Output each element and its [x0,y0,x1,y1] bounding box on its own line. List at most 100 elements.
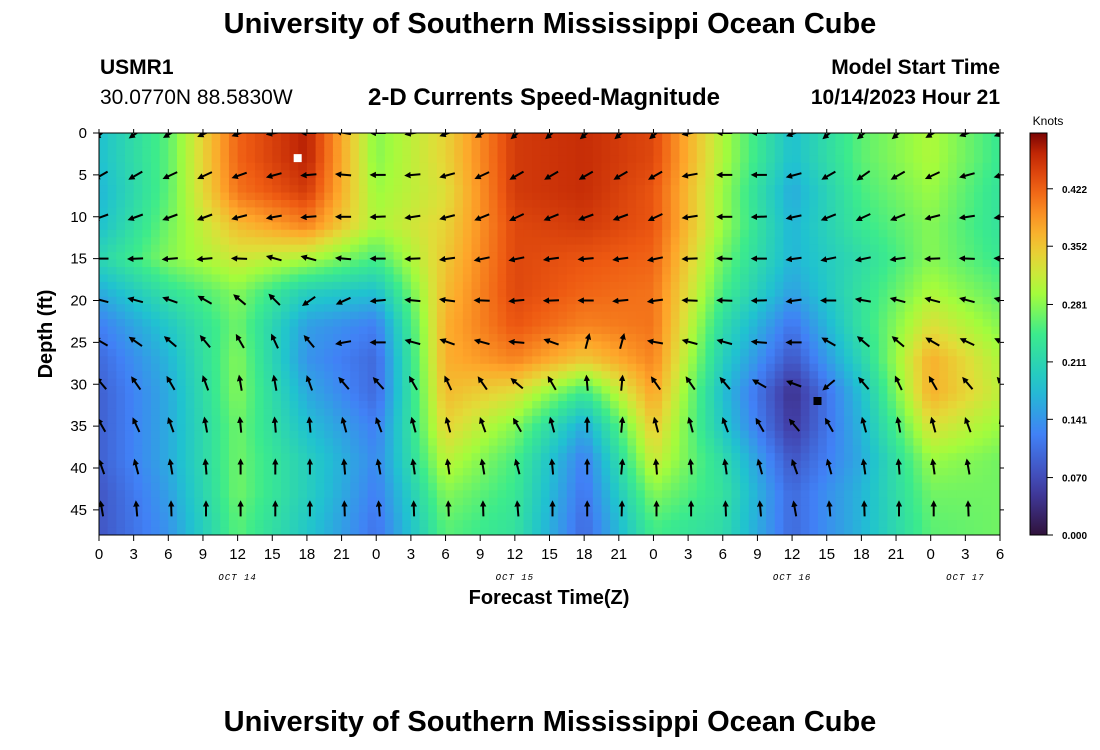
heatmap-cell [774,267,785,276]
heatmap-cell [800,289,810,298]
heatmap-cell [237,229,247,238]
heatmap-cell [185,155,195,164]
heatmap-cell [471,140,481,149]
heatmap-cell [202,334,213,343]
heatmap-cell [124,378,135,387]
heatmap-cell [974,408,984,417]
heatmap-cell [280,244,291,253]
heatmap-cell [748,147,759,156]
heatmap-cell [922,475,932,484]
heatmap-cell [662,155,672,164]
heatmap-cell [280,252,291,261]
heatmap-cell [610,430,620,439]
heatmap-cell [982,162,992,171]
heatmap-cell [488,289,499,298]
heatmap-cell [982,267,992,276]
heatmap-cell [272,229,282,238]
heatmap-cell [766,326,776,335]
heatmap-cell [367,259,377,268]
heatmap-cell [367,348,377,357]
heatmap-cell [852,155,862,164]
heatmap-cell [350,252,360,261]
heatmap-cell [263,356,273,365]
heatmap-cell [220,252,230,261]
heatmap-cell [575,311,585,320]
heatmap-cell [653,281,663,290]
heatmap-cell [679,386,689,395]
heatmap-cell [228,423,239,432]
heatmap-cell [540,460,551,469]
heatmap-cell [653,326,663,335]
heatmap-cell [705,430,715,439]
heatmap-cell [930,185,940,194]
heatmap-cell [263,192,273,201]
heatmap-cell [748,177,759,186]
heatmap-cell [298,378,308,387]
heatmap-cell [350,133,360,142]
heatmap-cell [861,281,871,290]
heatmap-cell [237,319,247,328]
heatmap-cell [306,296,317,305]
heatmap-cell [887,311,897,320]
heatmap-cell [150,393,161,402]
heatmap-cell [956,237,966,246]
heatmap-cell [592,207,603,216]
heatmap-cell [636,393,646,402]
heatmap-cell [202,326,213,335]
heatmap-cell [332,155,343,164]
heatmap-cell [514,319,525,328]
heatmap-cell [610,378,620,387]
heatmap-cell [939,334,949,343]
heatmap-cell [540,423,551,432]
heatmap-cell [601,319,611,328]
heatmap-cell [254,192,265,201]
heatmap-cell [289,185,299,194]
heatmap-cell [185,460,195,469]
heatmap-cell [800,304,810,313]
heatmap-cell [332,378,343,387]
heatmap-cell [722,147,733,156]
heatmap-cell [740,311,750,320]
heatmap-cell [289,147,299,156]
heatmap-cell [514,267,525,276]
heatmap-cell [220,259,230,268]
heatmap-cell [350,415,360,424]
heatmap-cell [471,185,481,194]
heatmap-cell [471,281,481,290]
heatmap-cell [462,200,473,209]
heatmap-cell [809,259,819,268]
heatmap-cell [679,326,689,335]
heatmap-cell [896,475,906,484]
heatmap-cell [965,430,975,439]
heatmap-cell [220,348,230,357]
heatmap-cell [332,296,343,305]
heatmap-cell [124,296,135,305]
heatmap-cell [428,445,438,454]
heatmap-cell [471,341,481,350]
heatmap-cell [540,237,551,246]
heatmap-cell [644,386,655,395]
heatmap-cell [419,482,429,491]
heatmap-cell [514,311,525,320]
heatmap-cell [402,430,412,439]
heatmap-cell [523,222,533,231]
heatmap-cell [783,311,793,320]
heatmap-cell [436,401,447,410]
heatmap-cell [142,348,152,357]
heatmap-cell [662,207,672,216]
heatmap-cell [306,401,317,410]
heatmap-cell [757,267,767,276]
heatmap-cell [575,147,585,156]
heatmap-cell [904,296,914,305]
heatmap-cell [523,252,533,261]
heatmap-cell [844,319,854,328]
heatmap-cell [636,408,646,417]
heatmap-cell [315,229,325,238]
heatmap-cell [948,386,958,395]
heatmap-cell [384,482,395,491]
heatmap-cell [913,244,923,253]
heatmap-cell [948,356,958,365]
heatmap-cell [991,229,1000,238]
heatmap-cell [254,393,265,402]
heatmap-cell [254,304,265,313]
